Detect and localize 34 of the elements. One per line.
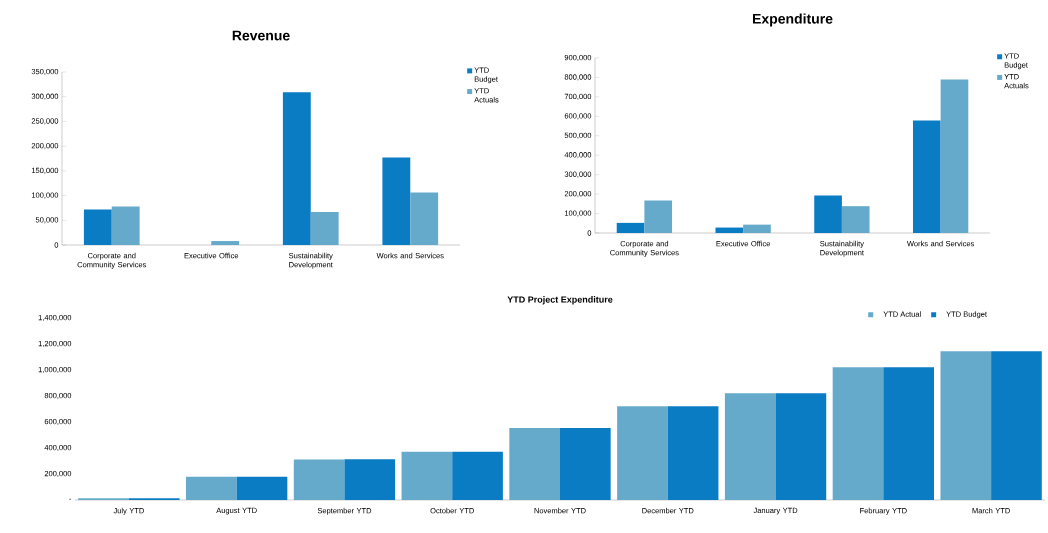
bar bbox=[236, 476, 288, 500]
bar bbox=[841, 206, 870, 233]
bar bbox=[344, 459, 396, 500]
bar bbox=[832, 367, 884, 500]
bar bbox=[940, 79, 969, 233]
bar bbox=[293, 459, 345, 500]
bar bbox=[401, 451, 453, 500]
bar bbox=[775, 393, 827, 500]
bar bbox=[940, 351, 992, 500]
chart-title: Expenditure bbox=[753, 13, 833, 27]
bar bbox=[724, 393, 776, 500]
bar bbox=[715, 227, 744, 233]
bar bbox=[509, 428, 561, 500]
bar bbox=[83, 209, 112, 245]
bar bbox=[111, 206, 140, 245]
bar bbox=[912, 120, 941, 233]
bar bbox=[991, 351, 1042, 500]
bar bbox=[186, 476, 237, 500]
bar bbox=[282, 92, 311, 245]
bar bbox=[560, 428, 611, 500]
bar bbox=[382, 157, 411, 245]
bar bbox=[617, 406, 668, 500]
bar bbox=[743, 224, 771, 233]
bar bbox=[814, 195, 842, 233]
bar bbox=[644, 200, 673, 233]
bar bbox=[883, 367, 934, 500]
bar bbox=[667, 406, 719, 500]
bar bbox=[410, 192, 439, 245]
bar bbox=[452, 451, 503, 500]
chart-title: YTD Project Expenditure bbox=[507, 296, 613, 305]
bar bbox=[310, 211, 339, 245]
chart-title: Revenue bbox=[232, 30, 290, 41]
bar bbox=[211, 241, 240, 245]
bar bbox=[616, 222, 645, 233]
